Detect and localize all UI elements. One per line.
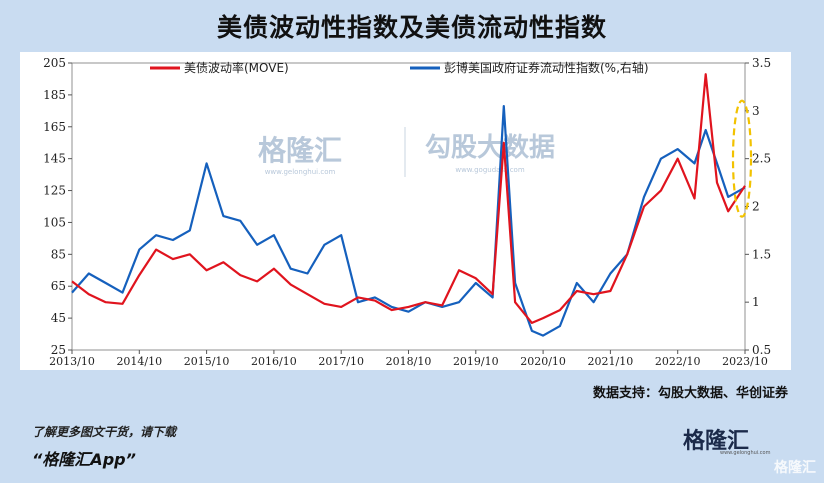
left-tick-label: 145 [43,152,66,166]
left-tick-label: 85 [51,247,66,261]
brand-site: www.gelonghui.com [720,450,771,456]
right-tick-label: 2.5 [752,152,771,166]
watermark-left-site: www.gelonghui.com [265,168,336,176]
right-tick-label: 2 [752,200,760,214]
x-tick-label: 2013/10 [49,355,95,368]
source-note: 数据支持：勾股大数据、华创证券 [592,386,788,401]
left-tick-label: 125 [43,184,66,198]
right-tick-label: 0.5 [752,343,771,357]
legend-move-label: 美债波动率(MOVE) [184,60,289,75]
footer-app-name: “格隆汇App” [32,450,136,469]
watermark-right-name: 勾股大数据 [425,133,555,163]
brand-name: 格隆汇 [683,429,750,454]
right-tick-label: 3 [752,104,760,118]
legend: 美债波动率(MOVE) 彭博美国政府证券流动性指数(%,右轴) [150,60,649,75]
chart-panel: 格隆汇 www.gelonghui.com 勾股大数据 www.gogudata.co… [20,52,791,370]
left-tick-label: 165 [43,120,66,134]
right-tick-label: 1 [752,295,760,309]
x-tick-label: 2019/10 [453,355,499,368]
move-series-line [71,73,746,324]
x-tick-label: 2015/10 [184,355,230,368]
x-tick-label: 2020/10 [520,355,566,368]
x-tick-label: 2021/10 [588,355,634,368]
left-tick-label: 25 [51,343,66,357]
footer-promo: 了解更多图文干货，请下载 [32,425,177,439]
axes: 25 45 65 85 105 125 145 165 185 205 0.5 1 1.5 2 2.5 3 3.… [43,56,771,368]
brand-logo: 格隆汇 [683,423,749,455]
x-tick-label: 2022/10 [655,355,701,368]
left-tick-label: 105 [43,215,66,229]
left-tick-label: 185 [43,88,66,102]
chart-title: 美债波动性指数及美债流动性指数 [216,13,607,42]
left-tick-label: 65 [51,279,66,293]
left-tick-label: 205 [43,56,66,70]
x-tick-label: 2018/10 [386,355,432,368]
legend-liquidity-label: 彭博美国政府证券流动性指数(%,右轴) [444,60,649,75]
x-tick-label: 2016/10 [251,355,297,368]
liquidity-series-line [71,105,746,337]
watermark-right-site: www.gogudata.com [455,166,524,174]
corner-watermark: 格隆汇 [774,460,816,476]
left-tick-label: 45 [51,311,66,325]
x-tick-label: 2014/10 [116,355,162,368]
x-tick-label: 2023/10 [722,355,768,368]
series-layer [71,73,753,337]
highlight-ellipse [731,99,753,218]
right-tick-label: 3.5 [752,56,771,70]
watermark-left-name: 格隆汇 [258,134,342,167]
right-tick-label: 1.5 [752,247,771,261]
x-tick-label: 2017/10 [318,355,364,368]
